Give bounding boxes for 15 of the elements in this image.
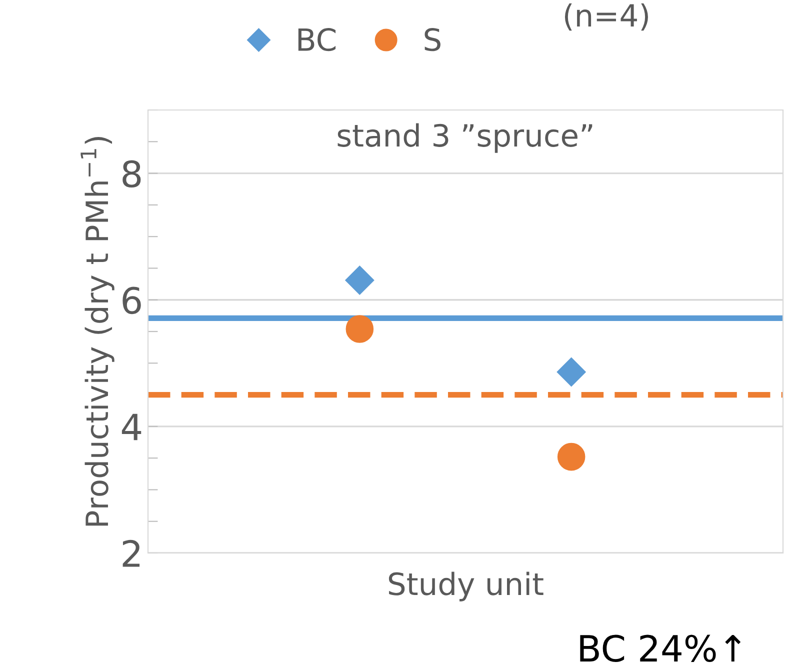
text: BC 24%↑ [580, 634, 741, 662]
chart-title: stand 3 ”spruce” [338, 123, 592, 153]
point [345, 266, 374, 295]
y-tick-label: 2 [122, 540, 140, 567]
y-tick-label: 6 [122, 286, 141, 314]
legend-label: BC [298, 28, 336, 52]
point [556, 358, 586, 386]
point [557, 442, 586, 471]
point [346, 315, 374, 343]
legend-label: S [424, 28, 440, 52]
y-tick-label: 4 [122, 414, 142, 440]
text: (n=4) [564, 3, 648, 31]
y-tick-label: 8 [122, 160, 141, 188]
y-axis-title: Productivity (dry t PMh$^{−1}$) [80, 137, 114, 526]
x-axis-title: Study unit [388, 572, 544, 602]
